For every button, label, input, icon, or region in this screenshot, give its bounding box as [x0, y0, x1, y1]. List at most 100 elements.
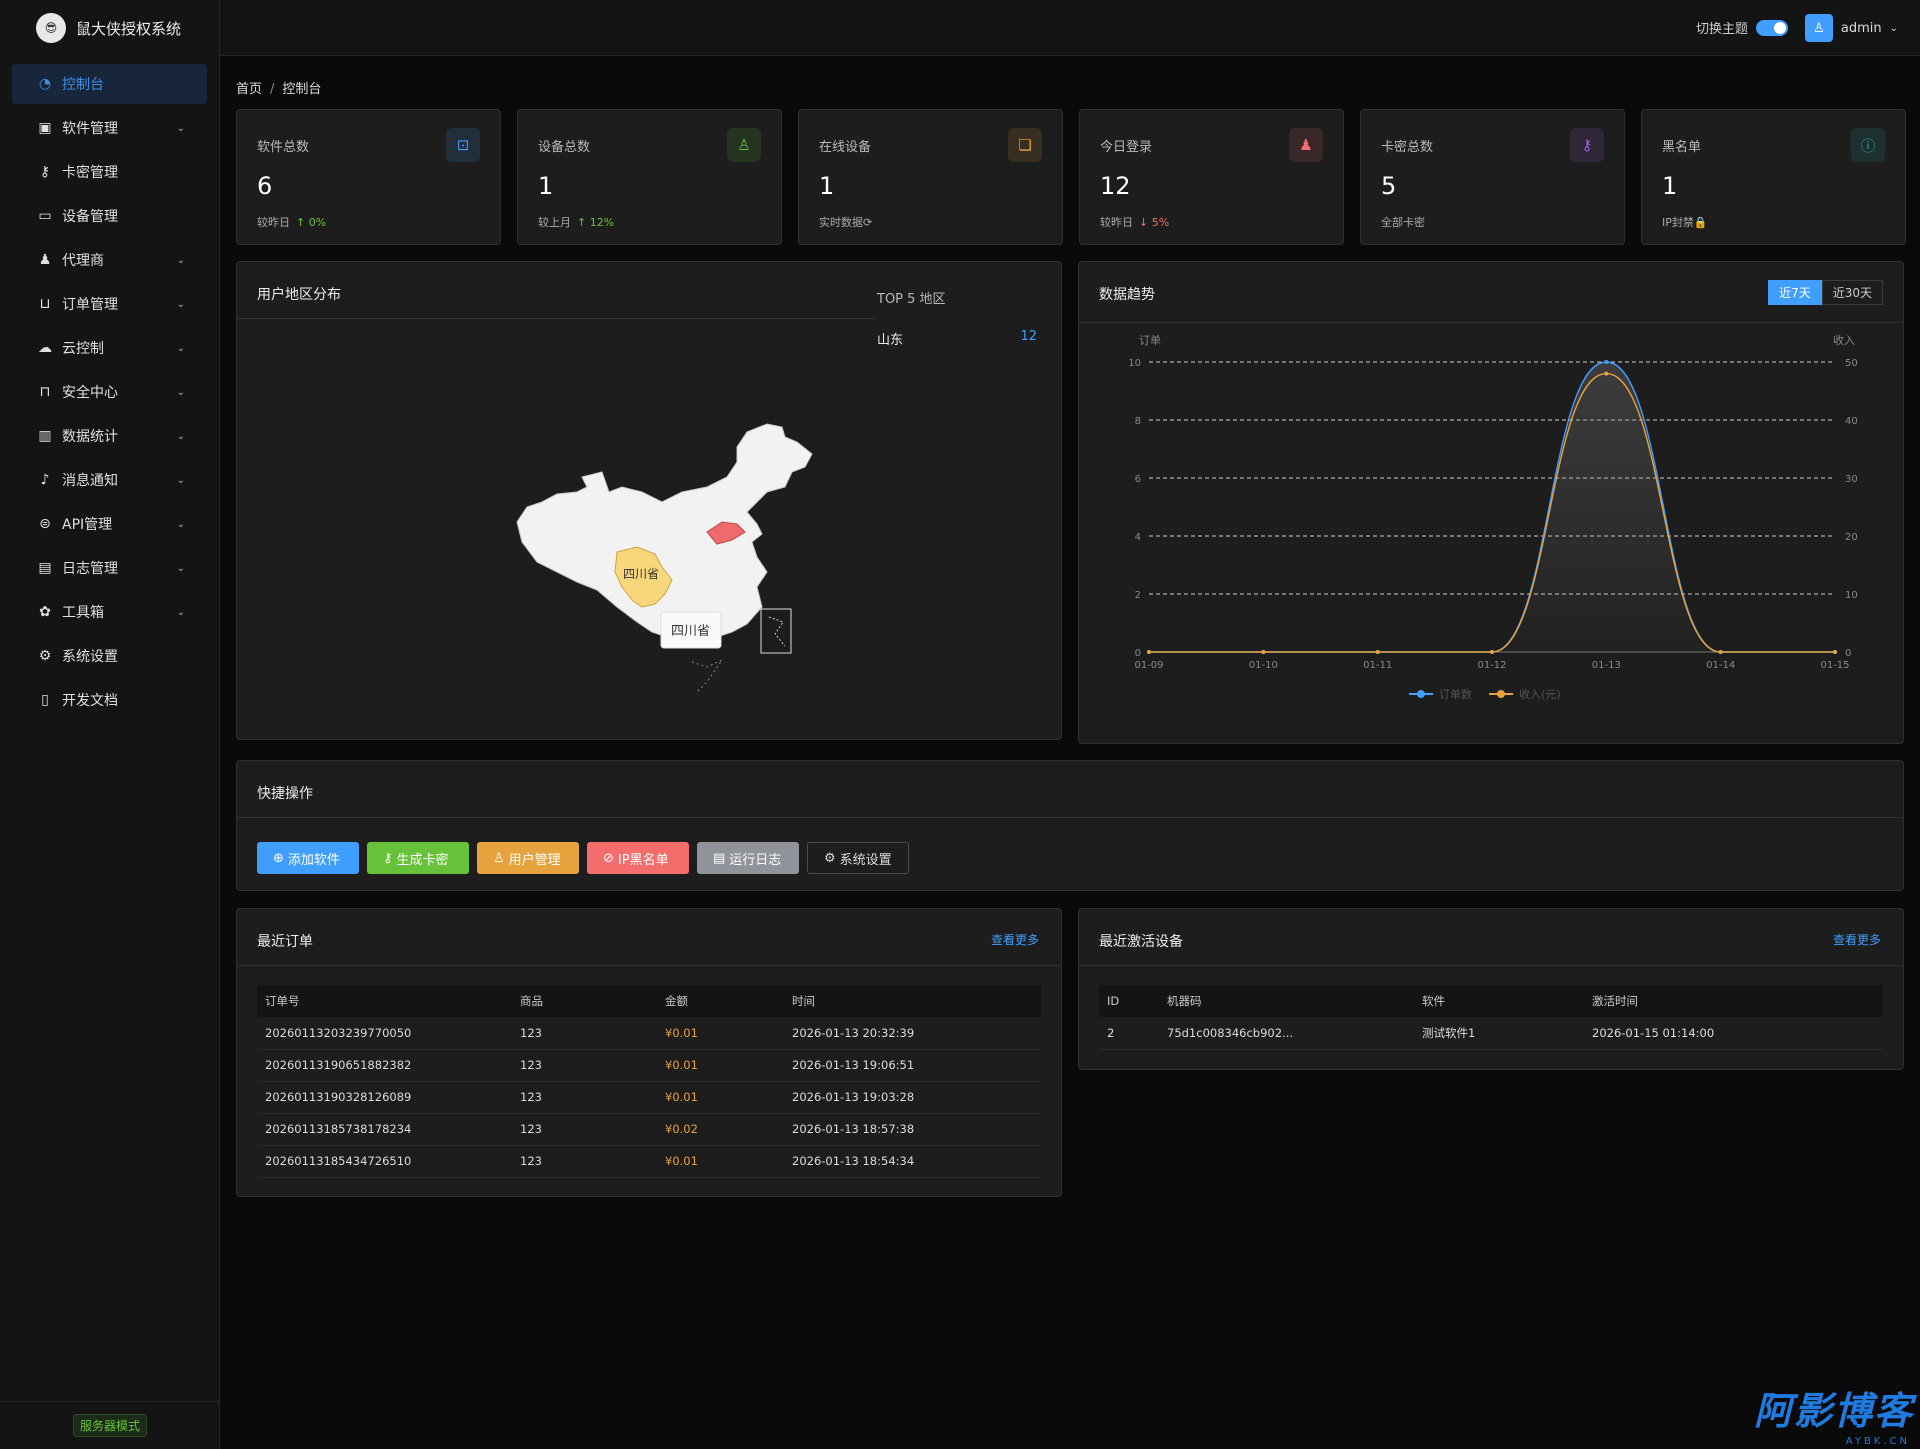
orders-card: 最近订单 查看更多 订单号 商品 金额 时间 20260113203239770050 1…	[236, 908, 1062, 1197]
quick-action-button-2[interactable]: ♙ 用户管理	[477, 842, 579, 874]
table-cell: 测试软件1	[1414, 1017, 1584, 1050]
sidebar-item-3[interactable]: ▭ 设备管理	[12, 196, 207, 236]
sidebar-item-label: 安全中心	[62, 385, 118, 401]
table-cell: 2026-01-13 19:03:28	[784, 1081, 1041, 1114]
table-row[interactable]: 20260113190328126089 123 ¥0.01 2026-01-13 1…	[257, 1081, 1041, 1114]
range-7-days-button[interactable]: 近7天	[1768, 280, 1822, 305]
stat-card: 软件总数 6 较昨日 ↑ 0% ⊡	[236, 109, 501, 245]
stat-trend: 🔒	[1693, 216, 1708, 229]
table-row[interactable]: 20260113185738178234 123 ¥0.02 2026-01-13 1…	[257, 1113, 1041, 1146]
quick-action-button-0[interactable]: ⊕ 添加软件	[257, 842, 359, 874]
devices-more-link[interactable]: 查看更多	[1832, 933, 1881, 947]
table-cell: 2026-01-13 19:06:51	[784, 1049, 1041, 1082]
table-row[interactable]: 20260113203239770050 123 ¥0.01 2026-01-13 2…	[257, 1017, 1041, 1050]
table-cell: 123	[512, 1081, 657, 1114]
quick-action-button-1[interactable]: ⚷ 生成卡密	[367, 842, 469, 874]
stat-sub: 较上月 ↑ 12%	[538, 214, 614, 230]
map-label-sichuan: 四川省	[623, 567, 659, 581]
sidebar-item-1[interactable]: ▣ 软件管理 ⌄	[12, 108, 207, 148]
quick-action-icon: ⚷	[383, 850, 393, 866]
top5-row: 山东 12	[877, 329, 1037, 348]
user-avatar-icon: ♙	[1804, 14, 1833, 42]
user-menu[interactable]: ♙ admin ⌄	[1804, 14, 1898, 42]
series-line-1	[1149, 372, 1835, 653]
table-cell: 2026-01-13 18:57:38	[784, 1113, 1041, 1146]
map-tooltip	[660, 611, 722, 649]
cloud-icon: ☁	[38, 340, 52, 356]
stat-label: 在线设备	[819, 140, 872, 155]
orders-more-link[interactable]: 查看更多	[990, 933, 1039, 947]
sidebar-item-10[interactable]: ⊜ API管理 ⌄	[12, 504, 207, 544]
sidebar-item-label: API管理	[62, 517, 113, 533]
chevron-down-icon: ⌄	[176, 122, 185, 134]
series-line-0	[1149, 361, 1835, 653]
sidebar-item-11[interactable]: ▤ 日志管理 ⌄	[12, 548, 207, 588]
sidebar-item-label: 日志管理	[62, 561, 118, 577]
devices-table: ID 机器码 软件 激活时间 2 75d1c008346cb902... 测试软件1 2026…	[1099, 985, 1883, 1050]
table-cell: 2026-01-13 18:54:34	[784, 1145, 1041, 1178]
stat-value: 1	[538, 172, 554, 200]
china-map[interactable]: 四川省 四川省	[237, 262, 1063, 741]
series-point	[1490, 650, 1494, 654]
sidebar-item-label: 云控制	[62, 341, 104, 357]
x-tick-label: 01-12	[1477, 660, 1506, 671]
quick-actions-title: 快捷操作	[257, 786, 313, 802]
table-cell: ¥0.01	[657, 1145, 784, 1178]
chevron-down-icon: ⌄	[176, 342, 185, 354]
app-logo[interactable]: 😎 鼠大侠授权系统	[0, 0, 219, 56]
stat-value: 1	[819, 172, 835, 200]
sidebar-item-13[interactable]: ⚙ 系统设置	[12, 636, 207, 676]
lock-icon: ⊓	[39, 384, 51, 400]
table-row[interactable]: 20260113190651882382 123 ¥0.01 2026-01-13 1…	[257, 1049, 1041, 1082]
breadcrumb-home[interactable]: 首页	[236, 82, 263, 97]
sidebar-item-12[interactable]: ✿ 工具箱 ⌄	[12, 592, 207, 632]
watermark-logo: 阿影博客	[1753, 1389, 1914, 1433]
chevron-down-icon: ⌄	[176, 474, 185, 486]
sidebar-item-8[interactable]: ▥ 数据统计 ⌄	[12, 416, 207, 456]
map-mainland	[516, 423, 813, 645]
theme-switch[interactable]	[1756, 19, 1788, 36]
stat-label: 黑名单	[1662, 140, 1702, 155]
series-point	[1718, 650, 1723, 654]
key-icon: ⚷	[39, 164, 51, 180]
quick-action-label: 用户管理	[508, 852, 561, 868]
sidebar-item-5[interactable]: ⊔ 订单管理 ⌄	[12, 284, 207, 324]
quick-action-icon: ♙	[493, 850, 505, 866]
dashboard-icon: ◔	[38, 76, 52, 92]
table-row[interactable]: 2 75d1c008346cb902... 测试软件1 2026-01-15 01:1…	[1099, 1017, 1883, 1050]
stat-sub: 较昨日 ↑ 0%	[257, 214, 326, 230]
quick-action-button-4[interactable]: ▤ 运行日志	[697, 842, 799, 874]
sidebar-item-0[interactable]: ◔ 控制台	[12, 64, 207, 104]
range-30-days-button[interactable]: 近30天	[1821, 280, 1883, 305]
theme-toggle[interactable]: 切换主题	[1696, 18, 1788, 37]
sidebar-item-6[interactable]: ☁ 云控制 ⌄	[12, 328, 207, 368]
username: admin	[1840, 20, 1882, 36]
table-header-cell: 订单号	[257, 985, 512, 1017]
sidebar-item-label: 控制台	[62, 77, 104, 93]
map-sichuan	[614, 546, 673, 608]
person-icon: ♙	[727, 128, 761, 162]
table-header-cell: 金额	[657, 985, 784, 1017]
stat-card: 黑名单 1 IP封禁🔒 ⓘ	[1641, 109, 1906, 245]
map-tooltip-text: 四川省	[671, 624, 710, 639]
quick-action-icon: ⊘	[603, 850, 614, 866]
sidebar-item-label: 工具箱	[62, 605, 104, 621]
quick-action-icon: ⊕	[273, 850, 284, 866]
table-cell: 123	[512, 1017, 657, 1050]
stat-sub-label: 较昨日	[1100, 216, 1133, 229]
sidebar-item-label: 卡密管理	[62, 165, 118, 181]
quick-action-button-5[interactable]: ⚙ 系统设置	[807, 842, 909, 874]
monitor-icon: ▭	[38, 208, 52, 224]
sidebar-item-14[interactable]: ▯ 开发文档	[12, 680, 207, 720]
sidebar-item-2[interactable]: ⚷ 卡密管理	[12, 152, 207, 192]
sidebar-item-7[interactable]: ⊓ 安全中心 ⌄	[12, 372, 207, 412]
quick-action-button-3[interactable]: ⊘ IP黑名单	[587, 842, 689, 874]
y-tick-left: 8	[1135, 416, 1141, 427]
top5-region-name: 山东	[877, 333, 904, 348]
quick-action-icon: ⚙	[824, 850, 836, 866]
trend-chart[interactable]: 订单 收入 0 0 2 10 4 20 6 30 8 40 10 50 01-09 01-10 01-11 01-…	[1079, 322, 1905, 742]
table-header-row: ID 机器码 软件 激活时间	[1099, 985, 1883, 1017]
sidebar-item-9[interactable]: ♪ 消息通知 ⌄	[12, 460, 207, 500]
table-row[interactable]: 20260113185434726510 123 ¥0.01 2026-01-13 1…	[257, 1145, 1041, 1178]
sidebar-item-4[interactable]: ♟ 代理商 ⌄	[12, 240, 207, 280]
